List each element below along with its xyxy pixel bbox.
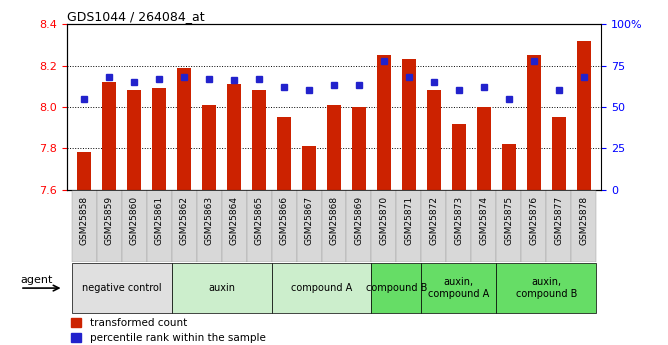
Text: GSM25877: GSM25877	[554, 196, 563, 245]
Text: agent: agent	[20, 275, 52, 285]
Bar	[71, 263, 172, 313]
Bar	[477, 107, 491, 190]
Bar	[71, 190, 97, 262]
Text: compound B: compound B	[366, 283, 427, 293]
Text: GSM25860: GSM25860	[130, 196, 139, 245]
Legend: transformed count, percentile rank within the sample: transformed count, percentile rank withi…	[67, 314, 270, 345]
Text: GSM25875: GSM25875	[504, 196, 513, 245]
Bar	[246, 190, 272, 262]
Bar	[196, 190, 222, 262]
Bar	[402, 59, 415, 190]
Bar	[577, 41, 591, 190]
Bar	[427, 90, 441, 190]
Bar	[77, 152, 91, 190]
Text: GSM25876: GSM25876	[529, 196, 538, 245]
Bar	[347, 190, 371, 262]
Bar	[122, 190, 147, 262]
Bar	[97, 190, 122, 262]
Text: GSM25862: GSM25862	[180, 196, 188, 245]
Bar	[446, 190, 472, 262]
Text: GSM25873: GSM25873	[454, 196, 464, 245]
Bar	[227, 84, 241, 190]
Bar	[571, 190, 597, 262]
Bar	[253, 90, 266, 190]
Bar	[202, 105, 216, 190]
Bar	[546, 190, 571, 262]
Text: GSM25859: GSM25859	[105, 196, 114, 245]
Bar	[297, 190, 321, 262]
Text: GDS1044 / 264084_at: GDS1044 / 264084_at	[67, 10, 204, 23]
Bar	[222, 190, 246, 262]
Bar	[371, 263, 422, 313]
Bar	[128, 90, 141, 190]
Bar	[147, 190, 172, 262]
Bar	[496, 190, 521, 262]
Text: GSM25864: GSM25864	[230, 196, 238, 245]
Text: GSM25869: GSM25869	[355, 196, 363, 245]
Bar	[377, 55, 391, 190]
Bar	[521, 190, 546, 262]
Bar	[496, 263, 597, 313]
Text: GSM25867: GSM25867	[305, 196, 313, 245]
Bar	[177, 68, 191, 190]
Bar	[327, 105, 341, 190]
Bar	[396, 190, 422, 262]
Bar	[527, 55, 540, 190]
Bar	[472, 190, 496, 262]
Bar	[302, 146, 316, 190]
Bar	[422, 190, 446, 262]
Text: GSM25872: GSM25872	[430, 196, 438, 245]
Bar	[502, 144, 516, 190]
Bar	[321, 190, 347, 262]
Text: GSM25874: GSM25874	[480, 196, 488, 245]
Bar	[352, 107, 366, 190]
Text: auxin,
compound A: auxin, compound A	[428, 277, 490, 299]
Bar	[172, 263, 272, 313]
Text: GSM25865: GSM25865	[255, 196, 264, 245]
Text: auxin: auxin	[208, 283, 235, 293]
Text: GSM25866: GSM25866	[279, 196, 289, 245]
Bar	[272, 190, 297, 262]
Text: GSM25863: GSM25863	[204, 196, 214, 245]
Text: GSM25871: GSM25871	[404, 196, 413, 245]
Text: GSM25870: GSM25870	[379, 196, 389, 245]
Bar	[172, 190, 196, 262]
Bar	[272, 263, 371, 313]
Text: GSM25858: GSM25858	[79, 196, 89, 245]
Text: GSM25868: GSM25868	[329, 196, 339, 245]
Text: GSM25861: GSM25861	[155, 196, 164, 245]
Bar	[152, 88, 166, 190]
Text: GSM25878: GSM25878	[579, 196, 589, 245]
Text: compound A: compound A	[291, 283, 352, 293]
Text: negative control: negative control	[82, 283, 162, 293]
Bar	[452, 124, 466, 190]
Bar	[102, 82, 116, 190]
Bar	[371, 190, 396, 262]
Text: auxin,
compound B: auxin, compound B	[516, 277, 577, 299]
Bar	[552, 117, 566, 190]
Bar	[422, 263, 496, 313]
Bar	[277, 117, 291, 190]
